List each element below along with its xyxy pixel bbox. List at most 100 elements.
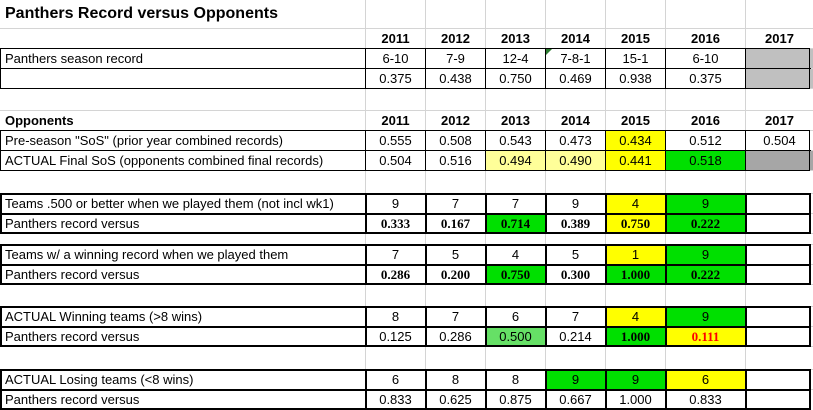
actual-sos-2015[interactable]: 0.441 bbox=[606, 151, 665, 170]
opponents-year-header-2013[interactable]: 2013 bbox=[501, 113, 530, 128]
preseason-sos-2014[interactable]: 0.473 bbox=[559, 133, 592, 148]
season-pct-2012[interactable]: 0.438 bbox=[439, 71, 472, 86]
block-1-count-2014[interactable]: 9 bbox=[571, 196, 580, 211]
block-1-count-2015[interactable]: 4 bbox=[606, 194, 665, 213]
season-record-2015[interactable]: 15-1 bbox=[622, 51, 649, 66]
block-2-count-2014[interactable]: 5 bbox=[571, 247, 580, 262]
block-1-count-2016[interactable]: 9 bbox=[666, 194, 745, 213]
block-4-count-2013[interactable]: 8 bbox=[511, 372, 520, 387]
opponents-year-header-2017[interactable]: 2017 bbox=[765, 113, 794, 128]
block-3-pct-2016[interactable]: 0.111 bbox=[666, 327, 745, 346]
block-2-count-2015[interactable]: 1 bbox=[606, 245, 665, 264]
block-2-count-2012[interactable]: 5 bbox=[451, 247, 460, 262]
block-3-pct-2015[interactable]: 1.000 bbox=[606, 327, 665, 346]
season-pct-2011[interactable]: 0.375 bbox=[379, 71, 412, 86]
block-2-label[interactable]: Teams w/ a winning record when we played… bbox=[5, 247, 289, 262]
opponents-year-header-2011[interactable]: 2011 bbox=[381, 113, 410, 128]
block-4-record-label[interactable]: Panthers record versus bbox=[5, 392, 140, 407]
block-2-pct-2017[interactable] bbox=[746, 265, 813, 284]
block-4-label[interactable]: ACTUAL Losing teams (<8 wins) bbox=[5, 372, 194, 387]
block-2-pct-2016[interactable]: 0.222 bbox=[666, 265, 745, 284]
season-record-2017[interactable] bbox=[746, 49, 813, 68]
block-3-count-2011[interactable]: 8 bbox=[391, 309, 400, 324]
opponents-year-header-2012[interactable]: 2012 bbox=[441, 113, 470, 128]
season-record-label[interactable]: Panthers season record bbox=[5, 51, 144, 66]
block-4-pct-2016[interactable]: 0.833 bbox=[689, 392, 722, 407]
block-3-pct-2014[interactable]: 0.214 bbox=[559, 329, 592, 344]
opponents-year-header-2015[interactable]: 2015 bbox=[621, 113, 650, 128]
preseason-sos-label[interactable]: Pre-season "SoS" (prior year combined re… bbox=[5, 133, 284, 148]
year-header-2017[interactable]: 2017 bbox=[765, 31, 794, 46]
block-4-count-2015[interactable]: 9 bbox=[606, 370, 665, 389]
block-1-pct-2017[interactable] bbox=[746, 214, 813, 233]
block-4-pct-2017[interactable] bbox=[746, 390, 813, 409]
block-2-pct-2014[interactable]: 0.300 bbox=[560, 267, 591, 282]
season-record-2014[interactable]: 7-8-1 bbox=[560, 51, 591, 66]
season-pct-2017[interactable] bbox=[746, 69, 813, 88]
block-3-pct-2012[interactable]: 0.286 bbox=[439, 329, 472, 344]
block-3-pct-2011[interactable]: 0.125 bbox=[379, 329, 412, 344]
season-record-2012[interactable]: 7-9 bbox=[446, 51, 465, 66]
block-4-pct-2012[interactable]: 0.625 bbox=[439, 392, 472, 407]
year-header-2016[interactable]: 2016 bbox=[691, 31, 720, 46]
actual-sos-2014[interactable]: 0.490 bbox=[546, 151, 605, 170]
preseason-sos-2016[interactable]: 0.512 bbox=[689, 133, 722, 148]
actual-sos-2016[interactable]: 0.518 bbox=[666, 151, 745, 170]
block-1-pct-2013[interactable]: 0.714 bbox=[486, 214, 545, 233]
season-record-2016[interactable]: 6-10 bbox=[692, 51, 719, 66]
actual-sos-2017[interactable] bbox=[746, 151, 813, 170]
block-1-record-label[interactable]: Panthers record versus bbox=[5, 216, 140, 231]
block-3-count-2016[interactable]: 9 bbox=[666, 307, 745, 326]
season-pct-2016[interactable]: 0.375 bbox=[689, 71, 722, 86]
preseason-sos-2017[interactable]: 0.504 bbox=[763, 133, 796, 148]
opponents-year-header-2016[interactable]: 2016 bbox=[691, 113, 720, 128]
block-4-count-2011[interactable]: 6 bbox=[391, 372, 400, 387]
block-1-pct-2015[interactable]: 0.750 bbox=[606, 214, 665, 233]
block-1-pct-2012[interactable]: 0.167 bbox=[440, 216, 471, 231]
block-3-count-2013[interactable]: 6 bbox=[511, 309, 520, 324]
season-pct-2013[interactable]: 0.750 bbox=[499, 71, 532, 86]
season-pct-2015[interactable]: 0.938 bbox=[619, 71, 652, 86]
block-1-pct-2016[interactable]: 0.222 bbox=[666, 214, 745, 233]
block-4-count-2016[interactable]: 6 bbox=[666, 370, 745, 389]
block-1-label[interactable]: Teams .500 or better when we played them… bbox=[5, 196, 334, 211]
block-2-count-2013[interactable]: 4 bbox=[511, 247, 520, 262]
block-2-record-label[interactable]: Panthers record versus bbox=[5, 267, 140, 282]
preseason-sos-2012[interactable]: 0.508 bbox=[439, 133, 472, 148]
block-3-pct-2013[interactable]: 0.500 bbox=[486, 327, 545, 346]
block-3-pct-2017[interactable] bbox=[746, 327, 813, 346]
preseason-sos-2015[interactable]: 0.434 bbox=[606, 131, 665, 150]
opponents-year-header-2014[interactable]: 2014 bbox=[561, 113, 590, 128]
block-2-pct-2013[interactable]: 0.750 bbox=[486, 265, 545, 284]
block-4-pct-2013[interactable]: 0.875 bbox=[499, 392, 532, 407]
block-4-pct-2014[interactable]: 0.667 bbox=[559, 392, 592, 407]
block-3-count-2012[interactable]: 7 bbox=[451, 309, 460, 324]
block-3-record-label[interactable]: Panthers record versus bbox=[5, 329, 140, 344]
preseason-sos-2013[interactable]: 0.543 bbox=[499, 133, 532, 148]
block-3-label[interactable]: ACTUAL Winning teams (>8 wins) bbox=[5, 309, 203, 324]
year-header-2011[interactable]: 2011 bbox=[381, 31, 410, 46]
block-3-count-2017[interactable] bbox=[746, 307, 813, 326]
block-4-count-2012[interactable]: 8 bbox=[451, 372, 460, 387]
block-2-pct-2015[interactable]: 1.000 bbox=[606, 265, 665, 284]
block-4-count-2014[interactable]: 9 bbox=[546, 370, 605, 389]
year-header-2015[interactable]: 2015 bbox=[621, 31, 650, 46]
block-2-count-2011[interactable]: 7 bbox=[391, 247, 400, 262]
block-1-pct-2014[interactable]: 0.389 bbox=[560, 216, 591, 231]
block-3-count-2015[interactable]: 4 bbox=[606, 307, 665, 326]
block-2-pct-2011[interactable]: 0.286 bbox=[380, 267, 411, 282]
block-4-pct-2015[interactable]: 1.000 bbox=[619, 392, 652, 407]
year-header-2014[interactable]: 2014 bbox=[561, 31, 590, 46]
actual-sos-label[interactable]: ACTUAL Final SoS (opponents combined fin… bbox=[5, 153, 324, 168]
block-1-count-2013[interactable]: 7 bbox=[511, 196, 520, 211]
actual-sos-2013[interactable]: 0.494 bbox=[486, 151, 545, 170]
preseason-sos-2011[interactable]: 0.555 bbox=[379, 133, 412, 148]
block-4-pct-2011[interactable]: 0.833 bbox=[379, 392, 412, 407]
opponents-header[interactable]: Opponents bbox=[5, 113, 74, 128]
actual-sos-2011[interactable]: 0.504 bbox=[379, 153, 412, 168]
block-2-count-2016[interactable]: 9 bbox=[666, 245, 745, 264]
actual-sos-2012[interactable]: 0.516 bbox=[439, 153, 472, 168]
block-2-count-2017[interactable] bbox=[746, 245, 813, 264]
block-1-count-2012[interactable]: 7 bbox=[451, 196, 460, 211]
block-3-count-2014[interactable]: 7 bbox=[571, 309, 580, 324]
